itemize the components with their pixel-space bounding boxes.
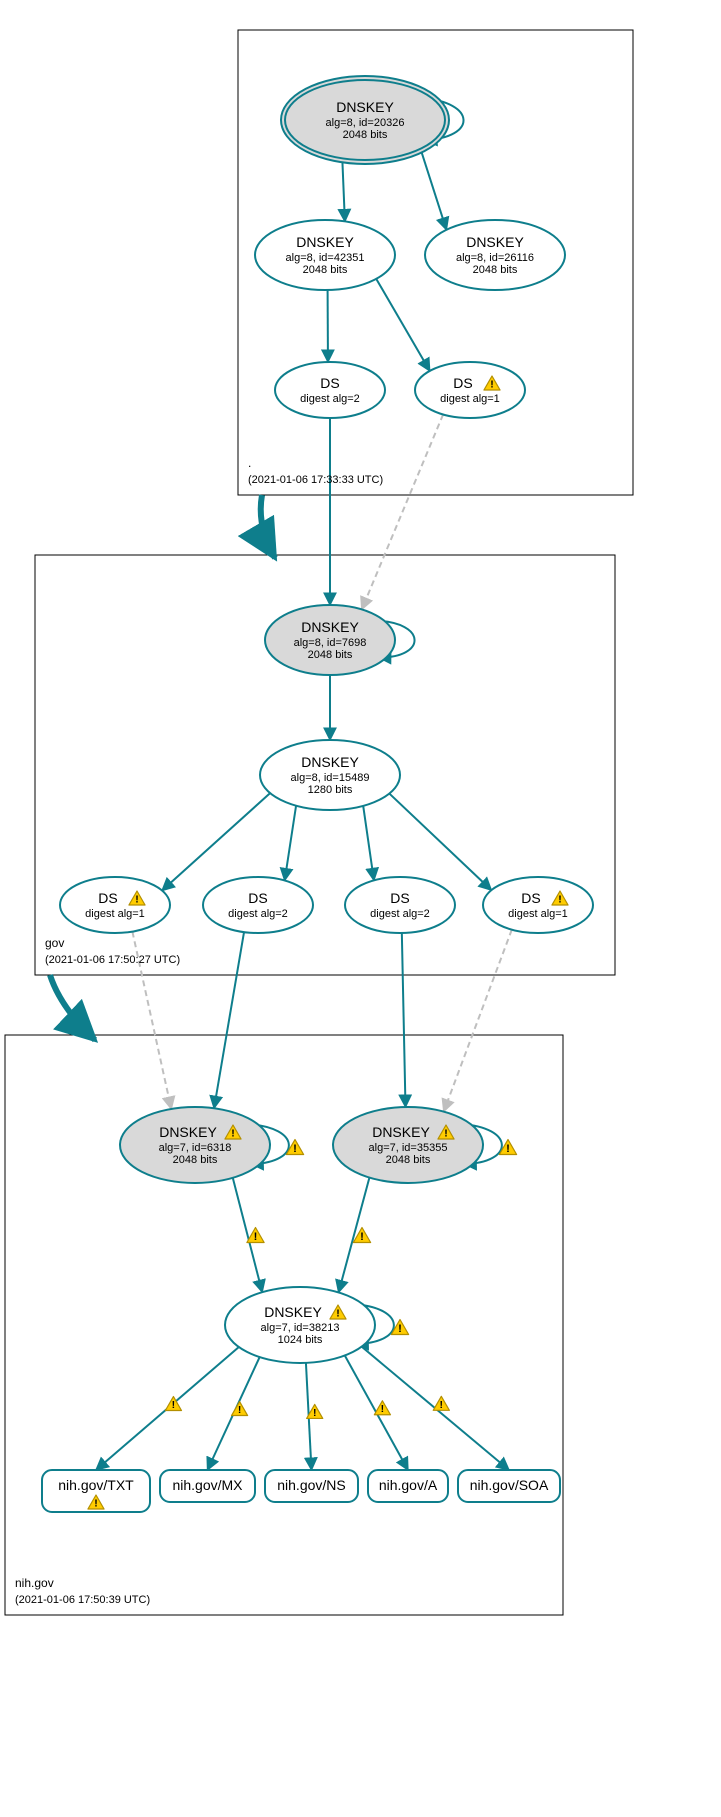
svg-text:DNSKEY: DNSKEY: [372, 1124, 430, 1140]
edge: [444, 930, 512, 1112]
rr_soa: nih.gov/SOA: [458, 1470, 560, 1502]
svg-text:DNSKEY: DNSKEY: [264, 1304, 322, 1320]
svg-text:!: !: [490, 378, 494, 390]
svg-text:DS: DS: [453, 375, 472, 391]
svg-text:nih.gov/MX: nih.gov/MX: [172, 1477, 243, 1493]
svg-text:!: !: [336, 1307, 340, 1319]
node-root_zsk2: DNSKEY alg=8, id=261162048 bits: [425, 220, 565, 290]
svg-text:!: !: [94, 1497, 98, 1509]
svg-text:!: !: [293, 1143, 297, 1155]
svg-text:!: !: [440, 1399, 444, 1411]
svg-text:alg=8, id=20326: alg=8, id=20326: [326, 117, 405, 129]
svg-text:DNSKEY: DNSKEY: [301, 754, 359, 770]
svg-text:digest alg=1: digest alg=1: [85, 908, 145, 920]
svg-text:DS: DS: [98, 890, 117, 906]
edge: [285, 806, 296, 881]
svg-text:nih.gov: nih.gov: [15, 1576, 54, 1590]
svg-text:!: !: [313, 1407, 317, 1419]
svg-text:2048 bits: 2048 bits: [173, 1154, 218, 1166]
svg-text:(2021-01-06 17:50:39 UTC): (2021-01-06 17:50:39 UTC): [15, 1594, 150, 1606]
svg-text:DNSKEY: DNSKEY: [301, 619, 359, 635]
node-gov_zsk: DNSKEY alg=8, id=154891280 bits: [260, 740, 400, 810]
svg-text:.: .: [248, 456, 251, 470]
svg-text:2048 bits: 2048 bits: [473, 264, 518, 276]
svg-text:!: !: [254, 1231, 258, 1243]
svg-text:2048 bits: 2048 bits: [386, 1154, 431, 1166]
svg-text:!: !: [135, 893, 139, 905]
svg-text:DNSKEY: DNSKEY: [296, 234, 354, 250]
svg-text:!: !: [506, 1143, 510, 1155]
rr_txt: nih.gov/TXT!: [42, 1470, 150, 1512]
node-root_ds1: DS digest alg=2: [275, 362, 385, 418]
svg-text:!: !: [444, 1127, 448, 1139]
svg-text:2048 bits: 2048 bits: [308, 649, 353, 661]
svg-text:!: !: [558, 893, 562, 905]
rr_a: nih.gov/A: [368, 1470, 448, 1502]
svg-text:!: !: [172, 1399, 176, 1411]
edge: [402, 933, 406, 1107]
svg-text:digest alg=2: digest alg=2: [370, 908, 430, 920]
node-gov_ds4: DS! digest alg=1: [483, 877, 593, 933]
node-root_ds2: DS! digest alg=1: [415, 362, 525, 418]
node-root_ksk: DNSKEY alg=8, id=203262048 bits: [281, 76, 449, 164]
svg-text:DNSKEY: DNSKEY: [336, 99, 394, 115]
svg-text:(2021-01-06 17:33:33 UTC): (2021-01-06 17:33:33 UTC): [248, 474, 383, 486]
zone-delegation-arrow: [50, 975, 95, 1040]
svg-text:1024 bits: 1024 bits: [278, 1334, 323, 1346]
dnssec-diagram: !! !!! DNSKEYalg=8, id=203262048 bitsDNS…: [0, 0, 721, 1817]
node-root_zsk1: DNSKEY alg=8, id=423512048 bits: [255, 220, 395, 290]
svg-text:digest alg=2: digest alg=2: [228, 908, 288, 920]
edge: [214, 932, 244, 1108]
svg-text:2048 bits: 2048 bits: [303, 264, 348, 276]
edge: [162, 793, 270, 890]
svg-text:alg=7, id=35355: alg=7, id=35355: [369, 1142, 448, 1154]
svg-text:DNSKEY: DNSKEY: [466, 234, 524, 250]
node-gov_ds2: DS digest alg=2: [203, 877, 313, 933]
svg-text:DS: DS: [390, 890, 409, 906]
svg-text:alg=8, id=26116: alg=8, id=26116: [456, 252, 534, 264]
svg-text:nih.gov/A: nih.gov/A: [379, 1477, 438, 1493]
svg-text:!: !: [381, 1403, 385, 1415]
edge: [342, 158, 345, 221]
edge: [363, 806, 374, 881]
svg-text:DNSKEY: DNSKEY: [159, 1124, 217, 1140]
svg-text:2048 bits: 2048 bits: [343, 129, 388, 141]
node-gov_ds1: DS! digest alg=1: [60, 877, 170, 933]
edge: [420, 149, 446, 230]
svg-text:!: !: [360, 1231, 364, 1243]
svg-text:alg=8, id=42351: alg=8, id=42351: [286, 252, 365, 264]
svg-text:gov: gov: [45, 936, 64, 950]
svg-text:alg=8, id=15489: alg=8, id=15489: [291, 772, 370, 784]
zone-delegation-arrow: [261, 495, 275, 558]
svg-text:DS: DS: [320, 375, 339, 391]
rr_mx: nih.gov/MX: [160, 1470, 255, 1502]
svg-text:!: !: [398, 1323, 402, 1335]
node-gov_ksk: DNSKEY alg=8, id=76982048 bits: [265, 605, 395, 675]
node-gov_ds3: DS digest alg=2: [345, 877, 455, 933]
edge: [376, 279, 430, 371]
svg-text:1280 bits: 1280 bits: [308, 784, 353, 796]
svg-text:alg=8, id=7698: alg=8, id=7698: [294, 637, 367, 649]
svg-text:!: !: [238, 1404, 242, 1416]
svg-text:alg=7, id=38213: alg=7, id=38213: [261, 1322, 340, 1334]
node-nih_ksk2: DNSKEY! alg=7, id=353552048 bits: [333, 1107, 483, 1183]
svg-text:!: !: [231, 1127, 235, 1139]
edge: [362, 414, 443, 609]
svg-text:digest alg=2: digest alg=2: [300, 393, 360, 405]
svg-text:digest alg=1: digest alg=1: [440, 393, 500, 405]
svg-text:alg=7, id=6318: alg=7, id=6318: [159, 1142, 232, 1154]
node-nih_zsk: DNSKEY! alg=7, id=382131024 bits: [225, 1287, 375, 1363]
svg-text:nih.gov/NS: nih.gov/NS: [277, 1477, 345, 1493]
node-nih_ksk1: DNSKEY! alg=7, id=63182048 bits: [120, 1107, 270, 1183]
svg-text:DS: DS: [248, 890, 267, 906]
svg-text:nih.gov/SOA: nih.gov/SOA: [470, 1477, 549, 1493]
svg-text:DS: DS: [521, 890, 540, 906]
rr_ns: nih.gov/NS: [265, 1470, 358, 1502]
svg-text:(2021-01-06 17:50:27 UTC): (2021-01-06 17:50:27 UTC): [45, 954, 180, 966]
edge: [389, 794, 491, 891]
svg-text:digest alg=1: digest alg=1: [508, 908, 568, 920]
svg-text:nih.gov/TXT: nih.gov/TXT: [58, 1477, 134, 1493]
